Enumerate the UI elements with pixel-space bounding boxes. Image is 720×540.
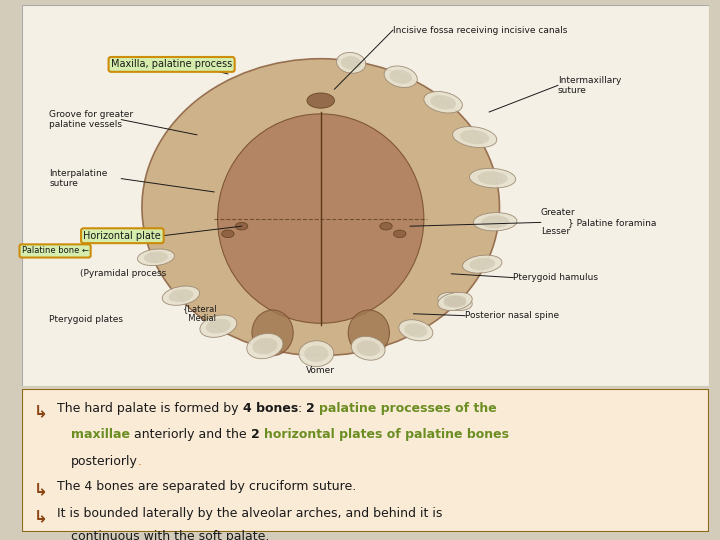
Ellipse shape (438, 292, 472, 310)
Ellipse shape (460, 130, 489, 144)
Text: continuous with the soft palate.: continuous with the soft palate. (71, 530, 269, 540)
Ellipse shape (142, 59, 500, 356)
Ellipse shape (394, 230, 406, 238)
Ellipse shape (399, 320, 433, 341)
Text: ↳: ↳ (34, 402, 48, 420)
Ellipse shape (356, 341, 380, 356)
Text: anteriorly and the: anteriorly and the (130, 428, 251, 441)
Text: Vomer: Vomer (306, 366, 336, 375)
Text: 2: 2 (306, 402, 320, 415)
Text: } Palatine foramina: } Palatine foramina (568, 218, 657, 227)
Ellipse shape (206, 319, 231, 334)
Ellipse shape (462, 255, 502, 273)
Ellipse shape (217, 114, 424, 323)
Text: ↳: ↳ (34, 507, 48, 525)
Ellipse shape (431, 95, 456, 110)
Ellipse shape (252, 310, 293, 356)
Text: Palatine bone ←: Palatine bone ← (22, 246, 89, 255)
Ellipse shape (168, 289, 194, 302)
Ellipse shape (252, 338, 277, 354)
Ellipse shape (444, 295, 467, 307)
Ellipse shape (307, 93, 335, 108)
Text: Interpalatine
suture: Interpalatine suture (49, 169, 107, 188)
Ellipse shape (438, 292, 472, 310)
Ellipse shape (444, 295, 467, 307)
Text: Lesser: Lesser (541, 227, 570, 237)
Ellipse shape (384, 66, 418, 87)
Ellipse shape (144, 252, 168, 263)
Ellipse shape (304, 345, 328, 362)
Ellipse shape (235, 222, 248, 230)
Text: The 4 bones are separated by cruciform suture.: The 4 bones are separated by cruciform s… (58, 481, 356, 494)
Text: posteriorly: posteriorly (71, 455, 138, 468)
Text: 2: 2 (251, 428, 264, 441)
Ellipse shape (473, 213, 517, 231)
Text: ↳: ↳ (34, 481, 48, 498)
Ellipse shape (247, 334, 283, 359)
Text: :: : (298, 402, 306, 415)
Ellipse shape (138, 249, 174, 266)
Ellipse shape (453, 126, 497, 147)
Text: 4 bones: 4 bones (243, 402, 298, 415)
Ellipse shape (469, 168, 516, 188)
Ellipse shape (351, 336, 385, 360)
Ellipse shape (336, 52, 366, 73)
Text: Incisive fossa receiving incisive canals: Incisive fossa receiving incisive canals (393, 25, 567, 35)
Text: Greater: Greater (541, 208, 575, 218)
FancyBboxPatch shape (22, 389, 709, 532)
Ellipse shape (380, 222, 392, 230)
Ellipse shape (424, 91, 462, 113)
Text: .: . (138, 455, 142, 468)
Ellipse shape (162, 286, 199, 305)
Ellipse shape (348, 310, 390, 356)
Ellipse shape (404, 323, 428, 338)
FancyBboxPatch shape (22, 5, 709, 386)
Ellipse shape (299, 341, 334, 367)
Text: Posterior nasal spine: Posterior nasal spine (465, 311, 559, 320)
Text: It is bounded laterally by the alveolar arches, and behind it is: It is bounded laterally by the alveolar … (58, 507, 443, 520)
Ellipse shape (481, 215, 509, 228)
Ellipse shape (200, 315, 237, 338)
Text: {Lateral
  Medial: {Lateral Medial (183, 304, 218, 323)
Text: The hard palate is formed by: The hard palate is formed by (58, 402, 243, 415)
Text: palatine processes of the: palatine processes of the (320, 402, 498, 415)
Text: Pterygoid plates: Pterygoid plates (49, 315, 123, 324)
Text: Intermaxillary
suture: Intermaxillary suture (558, 76, 621, 95)
Text: Horizontal plate: Horizontal plate (84, 231, 161, 241)
Text: (Pyramidal process: (Pyramidal process (80, 269, 166, 278)
Text: Groove for greater
palatine vessels: Groove for greater palatine vessels (49, 110, 133, 129)
Ellipse shape (222, 230, 234, 238)
Ellipse shape (390, 70, 412, 84)
Ellipse shape (477, 171, 508, 185)
Text: horizontal plates of palatine bones: horizontal plates of palatine bones (264, 428, 509, 441)
Text: Pterygoid hamulus: Pterygoid hamulus (513, 273, 598, 282)
Text: Maxilla, palatine process: Maxilla, palatine process (111, 59, 233, 70)
Ellipse shape (469, 258, 495, 271)
Ellipse shape (341, 56, 361, 70)
Text: maxillae: maxillae (71, 428, 130, 441)
